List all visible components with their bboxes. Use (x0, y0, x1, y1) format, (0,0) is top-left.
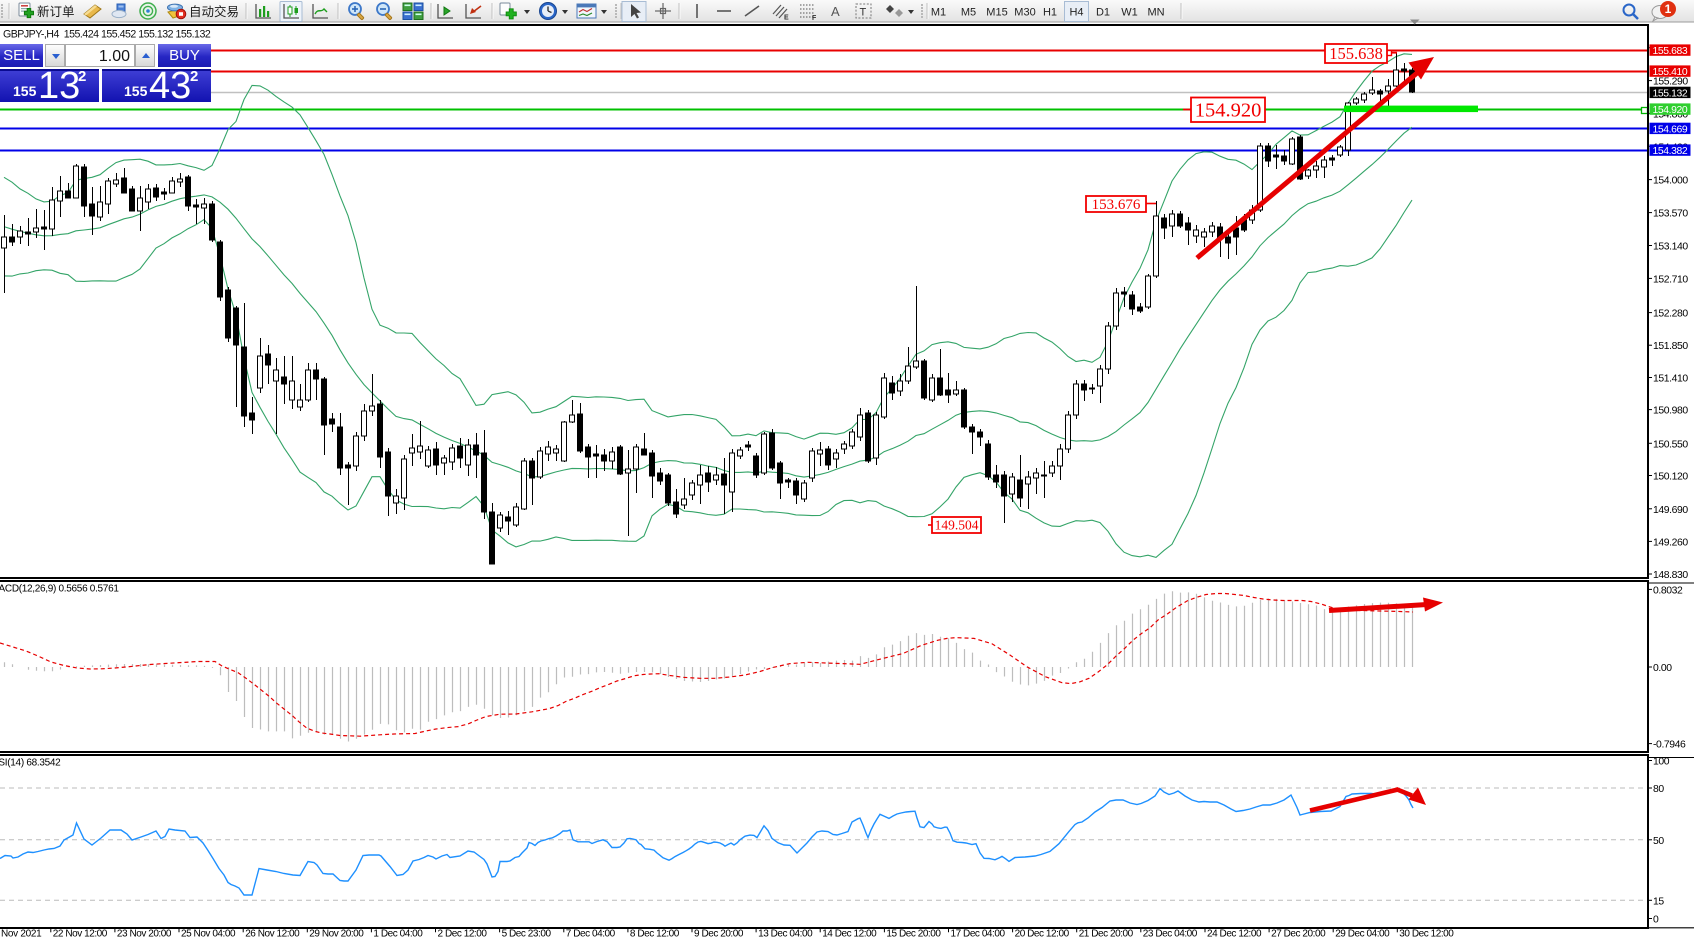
svg-text:0.8032: 0.8032 (1653, 585, 1683, 596)
svg-text:M1: M1 (931, 7, 946, 19)
svg-text:154.920: 154.920 (1195, 100, 1262, 122)
svg-text:30 Dec 12:00: 30 Dec 12:00 (1399, 929, 1454, 939)
svg-text:新订单: 新订单 (37, 4, 75, 19)
svg-text:50: 50 (1653, 836, 1664, 847)
svg-text:H4: H4 (1069, 7, 1083, 19)
svg-text:T: T (860, 7, 867, 19)
svg-text:15 Dec 20:00: 15 Dec 20:00 (886, 929, 941, 939)
svg-text:150.550: 150.550 (1653, 439, 1688, 450)
svg-text:H1: H1 (1043, 7, 1057, 19)
svg-text:155.290: 155.290 (1653, 77, 1688, 88)
svg-text:148.830: 148.830 (1653, 570, 1688, 581)
svg-text:自动交易: 自动交易 (189, 4, 239, 19)
svg-text:5 Dec 23:00: 5 Dec 23:00 (502, 929, 552, 939)
svg-text:154.000: 154.000 (1653, 176, 1688, 187)
svg-text:0.00: 0.00 (1653, 663, 1672, 674)
svg-text:151.850: 151.850 (1653, 341, 1688, 352)
svg-text:153.140: 153.140 (1653, 242, 1688, 253)
svg-text:F: F (812, 15, 817, 22)
svg-text:154.669: 154.669 (1653, 124, 1688, 135)
svg-text:22 Nov 12:00: 22 Nov 12:00 (53, 929, 108, 939)
svg-text:155.410: 155.410 (1653, 67, 1688, 78)
svg-text:14 Dec 12:00: 14 Dec 12:00 (822, 929, 877, 939)
svg-text:E: E (784, 15, 789, 22)
svg-text:149.690: 149.690 (1653, 505, 1688, 516)
svg-text:RSI(14) 68.3542: RSI(14) 68.3542 (0, 758, 61, 769)
svg-text:29 Dec 04:00: 29 Dec 04:00 (1335, 929, 1390, 939)
svg-text:150.980: 150.980 (1653, 406, 1688, 417)
svg-text:100: 100 (1653, 757, 1670, 768)
svg-text:-0.7946: -0.7946 (1653, 740, 1686, 751)
svg-text:M15: M15 (986, 7, 1007, 19)
svg-text:155.638: 155.638 (1329, 44, 1383, 63)
svg-text:A: A (831, 4, 840, 19)
svg-text:17 Dec 04:00: 17 Dec 04:00 (951, 929, 1006, 939)
svg-text:154.382: 154.382 (1653, 146, 1688, 157)
svg-text:153.676: 153.676 (1092, 197, 1141, 213)
svg-text:21 Dec 20:00: 21 Dec 20:00 (1079, 929, 1134, 939)
svg-text:80: 80 (1653, 784, 1664, 795)
svg-text:MN: MN (1147, 7, 1164, 19)
svg-text:152.710: 152.710 (1653, 274, 1688, 285)
svg-text:15: 15 (1653, 896, 1664, 907)
svg-text:7 Dec 04:00: 7 Dec 04:00 (566, 929, 616, 939)
svg-text:27 Dec 20:00: 27 Dec 20:00 (1271, 929, 1326, 939)
svg-text:23 Nov 20:00: 23 Nov 20:00 (117, 929, 172, 939)
svg-text:25 Nov 04:00: 25 Nov 04:00 (181, 929, 236, 939)
svg-text:M5: M5 (961, 7, 976, 19)
svg-text:149.260: 149.260 (1653, 537, 1688, 548)
svg-text:152.280: 152.280 (1653, 309, 1688, 320)
svg-text:GBPJPY-,H4 155.424 155.452 15: GBPJPY-,H4 155.424 155.452 155.132 155.1… (3, 29, 211, 41)
svg-text:W1: W1 (1121, 7, 1138, 19)
svg-text:8 Dec 12:00: 8 Dec 12:00 (630, 929, 680, 939)
svg-text:MACD(12,26,9) 0.5656 0.5761: MACD(12,26,9) 0.5656 0.5761 (0, 584, 119, 595)
svg-text:2 Dec 12:00: 2 Dec 12:00 (438, 929, 488, 939)
svg-text:20 Dec 12:00: 20 Dec 12:00 (1015, 929, 1070, 939)
svg-text:150.120: 150.120 (1653, 472, 1688, 483)
svg-text:154.860: 154.860 (1653, 109, 1688, 120)
svg-text:1 Dec 04:00: 1 Dec 04:00 (373, 929, 423, 939)
svg-text:151.410: 151.410 (1653, 374, 1688, 385)
svg-text:Nov 2021: Nov 2021 (1, 929, 42, 939)
svg-text:0: 0 (1653, 915, 1659, 926)
svg-text:9 Dec 20:00: 9 Dec 20:00 (694, 929, 744, 939)
svg-text:29 Nov 20:00: 29 Nov 20:00 (309, 929, 364, 939)
svg-text:1: 1 (1665, 2, 1672, 16)
svg-text:153.570: 153.570 (1653, 209, 1688, 220)
svg-text:D1: D1 (1096, 7, 1110, 19)
svg-text:24 Dec 12:00: 24 Dec 12:00 (1207, 929, 1262, 939)
svg-text:26 Nov 12:00: 26 Nov 12:00 (245, 929, 300, 939)
svg-text:149.504: 149.504 (935, 518, 979, 533)
svg-text:M30: M30 (1014, 7, 1035, 19)
svg-text:155.683: 155.683 (1653, 46, 1688, 57)
svg-text:23 Dec 04:00: 23 Dec 04:00 (1143, 929, 1198, 939)
svg-text:154.920: 154.920 (1653, 105, 1688, 116)
svg-text:13 Dec 04:00: 13 Dec 04:00 (758, 929, 813, 939)
svg-text:155.132: 155.132 (1653, 88, 1688, 99)
